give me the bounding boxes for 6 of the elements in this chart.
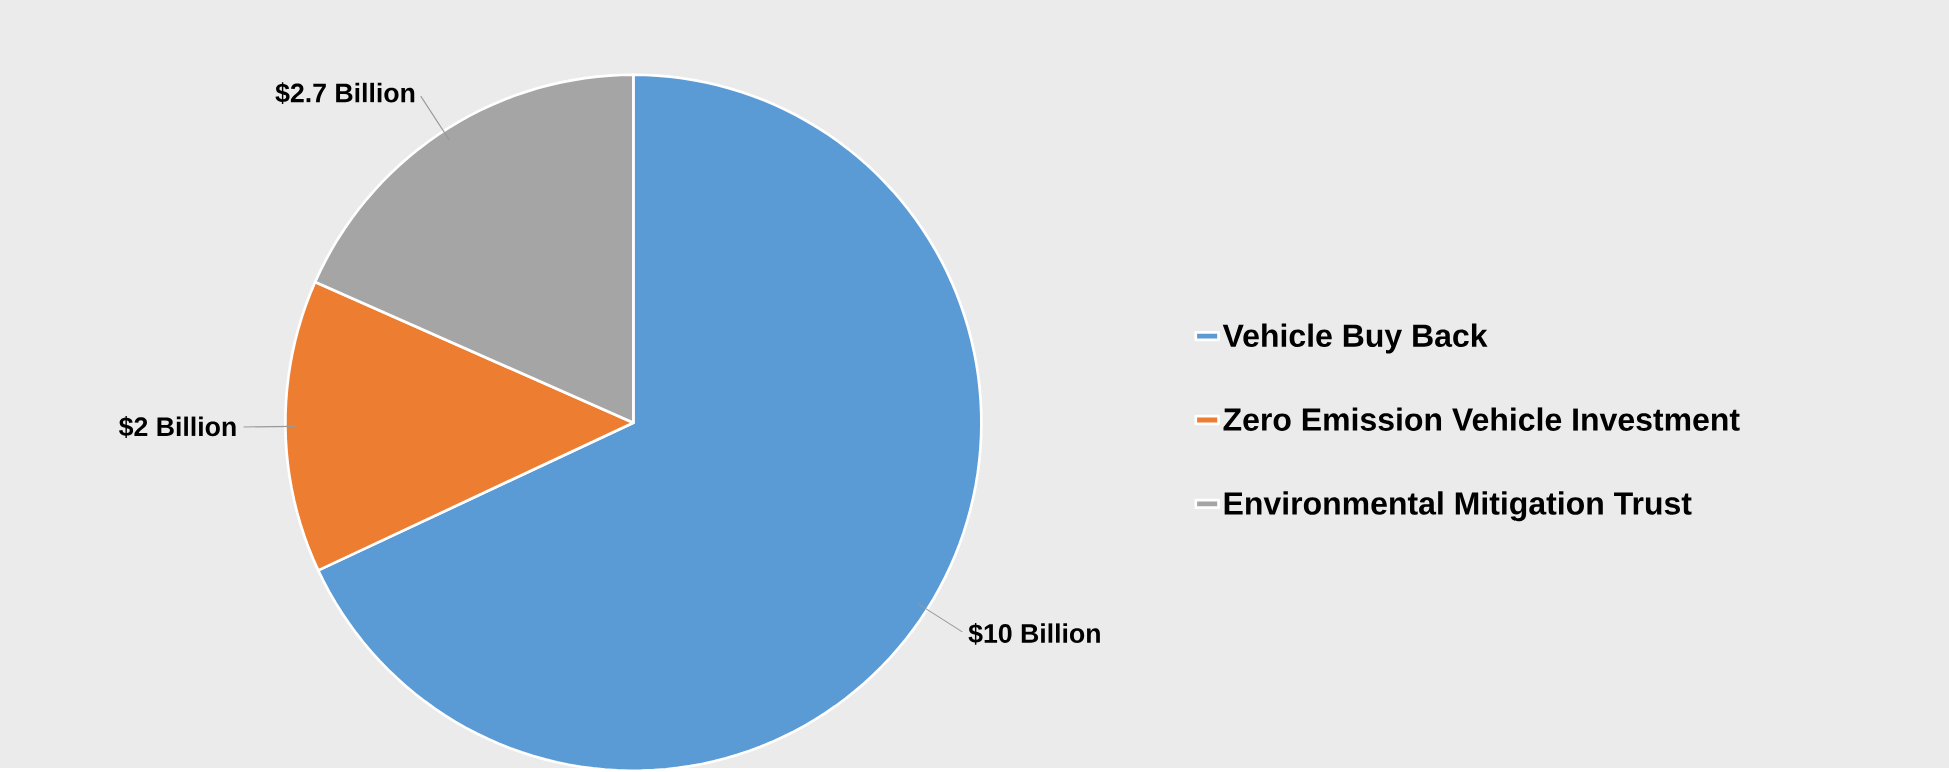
legend-label: Environmental Mitigation Trust	[1224, 491, 1692, 522]
data-label: $10 Billion	[968, 622, 1100, 645]
legend-label: Vehicle Buy Back	[1222, 323, 1488, 354]
data-label: $2 Billion	[119, 416, 236, 438]
legend-label: Zero Emission Vehicle Investment	[1223, 407, 1740, 431]
data-label: $2.7 Billion	[275, 82, 415, 105]
